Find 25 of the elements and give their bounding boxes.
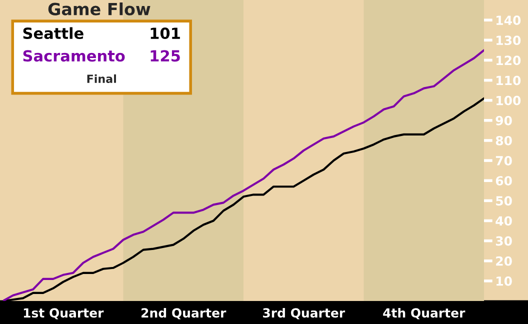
x-tick-label: 3rd Quarter (263, 308, 346, 320)
line-series (3, 49, 484, 301)
annotation: 101 (150, 27, 180, 40)
y-tick-label: 120 (496, 56, 521, 66)
annotation: 125 (150, 50, 180, 62)
annotation: Final (87, 74, 116, 83)
y-tick-label: 30 (496, 236, 512, 246)
y-tick-label: 140 (496, 16, 521, 25)
y-tick-label: 80 (496, 136, 512, 146)
x-tick-label: 2nd Quarter (142, 308, 226, 320)
y-tick-label: 40 (496, 216, 512, 226)
y-tick-label: 110 (496, 76, 521, 86)
text: Sacramento (23, 50, 125, 62)
chart-title: Game Flow (48, 2, 150, 16)
y-tick-label: 100 (496, 96, 521, 106)
y-tick-label: 10 (496, 276, 512, 286)
x-tick-label: 1st Quarter (24, 308, 104, 320)
y-tick-label: 130 (496, 36, 521, 46)
x-tick-label: 4th Quarter (383, 308, 466, 320)
y-tick-label: 20 (496, 256, 512, 266)
y-tick-label: 50 (496, 196, 512, 206)
text: Seattle (23, 27, 84, 40)
y-tick-label: 70 (496, 156, 512, 166)
y-tick-label: 60 (496, 176, 512, 186)
y-tick-label: 90 (496, 116, 512, 126)
